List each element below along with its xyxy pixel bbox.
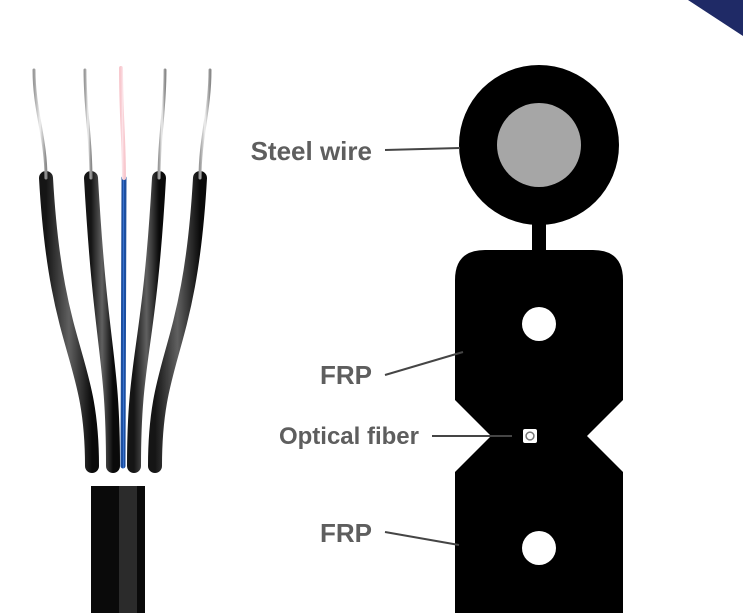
steel-core-circle	[497, 103, 581, 187]
cable-fiber-pink	[121, 68, 124, 178]
cable-steel-wire	[34, 70, 46, 178]
leader-line	[385, 352, 463, 375]
cable-fiber-blue	[123, 178, 124, 466]
optical-fiber-marker	[523, 429, 537, 443]
label-optical-fiber: Optical fiber	[279, 423, 419, 451]
label-frp-top: FRP	[320, 360, 372, 391]
corner-accent	[688, 0, 743, 36]
label-optical-fiber-text: Optical fiber	[279, 423, 419, 450]
label-frp-bottom-text: FRP	[320, 518, 372, 548]
frp-bottom-circle	[522, 531, 556, 565]
frp-top-circle	[522, 307, 556, 341]
label-steel-wire: Steel wire	[251, 136, 372, 167]
label-frp-bottom: FRP	[320, 518, 372, 549]
cable-steel-wire	[85, 70, 91, 178]
leader-line	[385, 532, 459, 545]
leader-line	[385, 148, 460, 150]
body-upper	[455, 250, 623, 436]
body-lower	[455, 436, 623, 613]
label-frp-top-text: FRP	[320, 360, 372, 390]
cable-steel-wire	[200, 70, 210, 178]
label-steel-wire-text: Steel wire	[251, 136, 372, 166]
cable-steel-wire	[159, 70, 165, 178]
cable-jacket	[46, 178, 92, 466]
